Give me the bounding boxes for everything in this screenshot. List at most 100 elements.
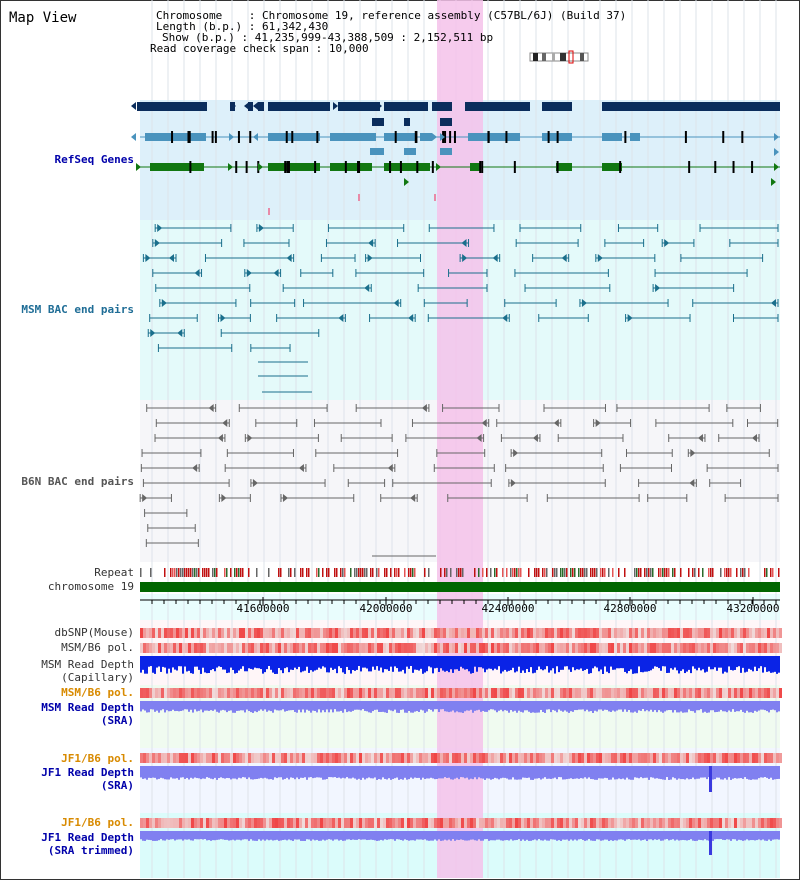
msm-bac-end-pairs-label[interactable]: MSM BAC end pairs — [21, 303, 134, 316]
msm-b6-pol-heat-2 — [728, 688, 731, 698]
msm-depth-sra — [732, 701, 734, 710]
msm-depth-sra — [750, 701, 752, 713]
jf1-b6-pol-heat-2 — [188, 818, 191, 828]
msm-depth-sra — [318, 701, 320, 710]
jf1-b6-pol-heat — [335, 753, 338, 763]
jf1-b6-pol-heat — [302, 753, 305, 763]
jf1-b6-pol-heat — [350, 753, 353, 763]
jf1-depth-trimmed — [210, 831, 212, 841]
jf1-b6-pol-heat-2 — [569, 818, 572, 828]
dbsnp-heat — [320, 628, 323, 638]
b6n-bac-arrow-icon — [476, 434, 482, 442]
jf1-depth-trimmed — [252, 831, 254, 841]
msm-b6-pol-heat — [413, 643, 416, 653]
jf1-depth-sra — [378, 766, 380, 780]
jf1-b6-pol-heat — [203, 753, 206, 763]
msm-depth-capillary — [690, 656, 692, 674]
msm-b6-pol-heat-2 — [239, 688, 242, 698]
jf1-b6-pol-heat-2 — [518, 818, 521, 828]
jf1-depth-sra — [482, 766, 484, 779]
msm-depth-sra — [278, 701, 280, 711]
jf1-depth-sra — [350, 766, 352, 779]
jf1-b6-pol-heat-2 — [608, 818, 611, 828]
msm-depth-capillary — [522, 656, 524, 671]
jf1-depth-trimmed — [488, 831, 490, 841]
jf1-b6-pol-heat-2 — [467, 818, 470, 828]
jf1-depth-sra — [532, 766, 534, 780]
msm-b6-pol-heat-2 — [683, 688, 686, 698]
jf1-b6-pol-heat-2 — [164, 818, 167, 828]
msm-b6-pol-heat-2 — [527, 688, 530, 698]
msm-b6-pol-heat — [473, 643, 476, 653]
jf1-depth-sra — [464, 766, 466, 779]
jf1-depth-trimmed — [228, 831, 230, 841]
msm-depth-capillary — [530, 656, 532, 668]
msm-depth-capillary — [238, 656, 240, 671]
msm-bac-arrow-icon — [627, 314, 633, 322]
msm-depth-capillary — [772, 656, 774, 673]
jf1-b6-pol-heat — [485, 753, 488, 763]
jf1-b6-pol-heat-2 — [554, 818, 557, 828]
msm-b6-pol-heat — [695, 643, 698, 653]
msm-b6-pol-heat-2 — [356, 688, 359, 698]
b6n-bac-end-pairs-label[interactable]: B6N BAC end pairs — [21, 475, 134, 488]
jf1-depth-trimmed — [218, 831, 220, 840]
msm-depth-capillary — [516, 656, 518, 672]
repeat-mark — [280, 568, 282, 577]
jf1-b6-pol-heat — [197, 753, 200, 763]
msm-depth-sra — [776, 701, 778, 713]
jf1-depth-trimmed — [766, 831, 768, 841]
msm-b6-pol-heat — [743, 643, 746, 653]
msm-b6-pol-heat — [527, 643, 530, 653]
jf1-b6-pol-heat — [404, 753, 407, 763]
jf1-depth-sra — [734, 766, 736, 779]
msm-depth-capillary — [542, 656, 544, 671]
jf1-depth-sra — [370, 766, 372, 779]
jf1-depth-trimmed — [502, 831, 504, 841]
repeat-mark — [574, 568, 576, 577]
jf1-b6-pol-heat — [209, 753, 212, 763]
msm-b6-pol-heat-2 — [476, 688, 479, 698]
dbsnp-heat — [650, 628, 653, 638]
jf1-depth-trimmed — [748, 831, 750, 841]
dbsnp-heat — [524, 628, 527, 638]
b6n-bac-arrow-icon — [387, 464, 393, 472]
jf1-b6-pol-heat — [380, 753, 383, 763]
msm-depth-sra — [772, 701, 774, 710]
jf1-b6-pol-heat — [599, 753, 602, 763]
jf1-depth-trimmed — [450, 831, 452, 841]
jf1-depth-sra — [776, 766, 778, 780]
msm-depth-capillary — [588, 656, 590, 674]
msm-depth-sra — [698, 701, 700, 711]
msm-depth-sra — [702, 701, 704, 713]
repeat-mark — [520, 568, 522, 577]
jf1-depth-sra — [244, 766, 246, 778]
msm-b6-pol-heat-2 — [734, 688, 737, 698]
msm-depth-capillary — [498, 656, 500, 667]
msm-depth-sra — [276, 701, 278, 711]
refseq-genes-label[interactable]: RefSeq Genes — [54, 153, 134, 166]
msm-b6-pol-heat-2 — [335, 688, 338, 698]
jf1-depth-trimmed — [306, 831, 308, 840]
exon-tick — [624, 131, 627, 143]
msm-depth-sra — [358, 701, 360, 710]
msm-depth-sra — [168, 701, 170, 712]
msm-depth-capillary — [628, 656, 630, 672]
msm-b6-pol-heat — [653, 643, 656, 653]
msm-b6-pol-heat — [173, 643, 176, 653]
jf1-depth-sra — [274, 766, 276, 778]
jf1-b6-pol-heat-2 — [674, 818, 677, 828]
jf1-b6-pol-heat-2 — [401, 818, 404, 828]
msm-b6-pol-heat-2 — [479, 688, 482, 698]
jf1-depth-sra — [400, 766, 402, 780]
msm-depth-sra — [366, 701, 368, 712]
jf1-b6-pol-heat — [377, 753, 380, 763]
msm-depth-sra — [184, 701, 186, 710]
jf1-depth-sra — [356, 766, 358, 780]
msm-depth-sra — [634, 701, 636, 712]
msm-depth-capillary — [730, 656, 732, 670]
jf1-b6-pol-heat — [251, 753, 254, 763]
repeat-mark — [364, 568, 366, 577]
jf1-b6-pol-heat-2 — [737, 818, 740, 828]
